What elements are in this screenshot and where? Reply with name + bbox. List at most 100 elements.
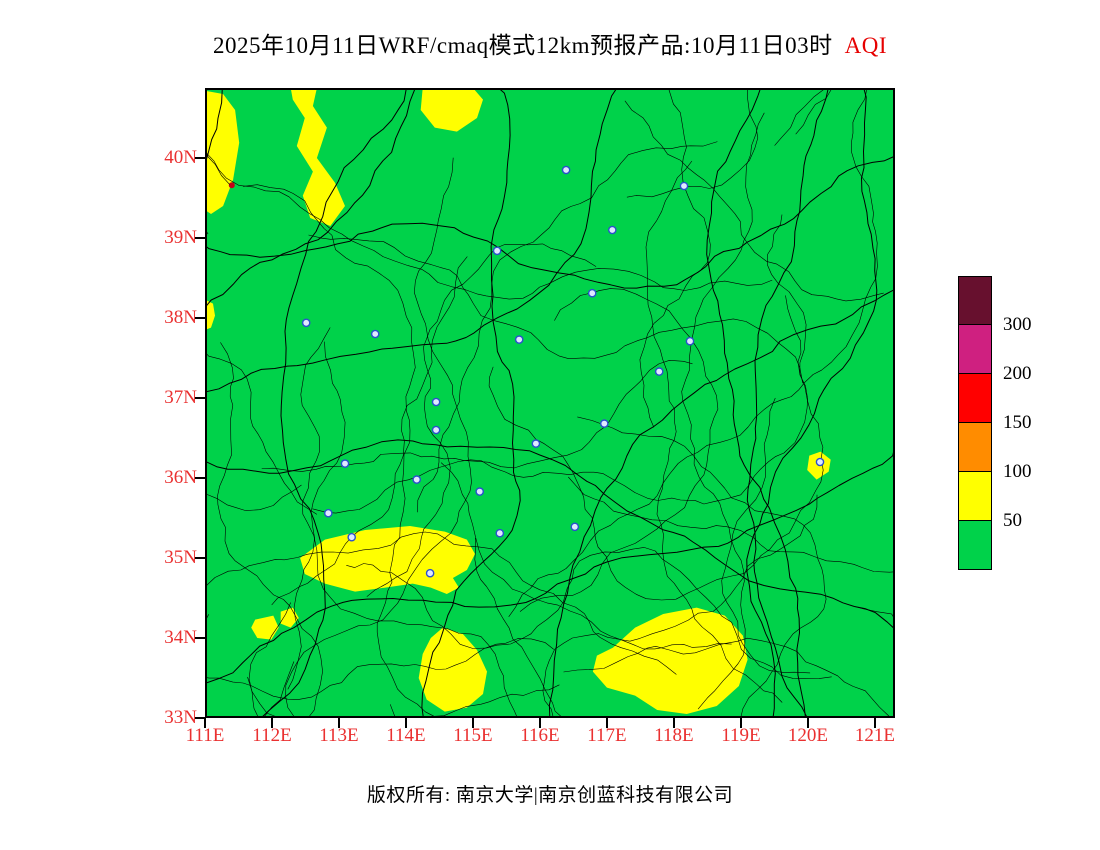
city-marker (492, 246, 502, 256)
boundary-line (508, 88, 878, 617)
lat-tick-mark (195, 317, 205, 319)
aqi-patch (290, 88, 345, 226)
boundary-line (205, 149, 230, 185)
boundary-line (721, 397, 811, 674)
lon-tick-label: 113E (319, 725, 359, 746)
lat-tick-mark (195, 557, 205, 559)
city-marker (340, 459, 350, 468)
city-marker (685, 336, 695, 346)
boundary-line (205, 352, 318, 515)
city-marker (412, 475, 421, 484)
city-marker (431, 397, 441, 407)
city-marker (815, 457, 825, 467)
boundary-line (440, 462, 732, 650)
lat-tick-label: 34N (164, 627, 197, 648)
city-marker (654, 367, 664, 376)
boundary-line (417, 141, 718, 513)
boundary-line (205, 445, 895, 684)
lat-tick-mark (195, 157, 205, 159)
city-marker (495, 528, 505, 538)
aqi-colorbar: 300 200 150 100 50 (958, 276, 1032, 570)
boundary-line (421, 88, 521, 718)
lon-tick-label: 111E (185, 725, 225, 746)
lon-tick-mark (270, 718, 273, 728)
boundary-line (205, 88, 618, 393)
lat-tick-label: 39N (164, 227, 197, 248)
city-marker (599, 419, 609, 428)
lat-tick-mark (195, 717, 205, 719)
lon-tick-label: 121E (854, 725, 895, 746)
aqi-patch (251, 615, 279, 640)
boundary-line (488, 295, 824, 601)
lon-tick-label: 112E (252, 725, 292, 746)
boundary-line (645, 160, 783, 703)
lat-tick-mark (195, 477, 205, 479)
lon-tick-mark (471, 718, 474, 728)
copyright-text: 版权所有: 南京大学|南京创蓝科技有限公司 (366, 785, 734, 806)
boundary-line (205, 531, 677, 675)
legend-threshold-label: 50 (1003, 510, 1022, 531)
lon-tick-mark (605, 718, 608, 728)
lat-tick-mark (195, 637, 205, 639)
legend-color-cell (958, 325, 992, 374)
city-marker (431, 425, 441, 435)
boundary-line (706, 88, 806, 718)
boundary-line (624, 100, 884, 302)
boundary-line (217, 342, 323, 718)
city-marker (347, 532, 356, 542)
boundary-line (205, 155, 895, 289)
lon-tick-mark (538, 718, 541, 728)
boundary-line (519, 288, 719, 612)
lat-tick-label: 33N (164, 707, 197, 728)
lon-tick-mark (873, 718, 876, 728)
boundary-line (474, 538, 563, 718)
lon-tick-label: 119E (721, 725, 761, 746)
city-marker (679, 181, 689, 191)
city-marker (607, 225, 617, 235)
lat-tick-mark (195, 397, 205, 399)
title-pollutant-label: AQI (844, 33, 887, 58)
boundary-line (205, 88, 416, 308)
city-marker (370, 329, 380, 339)
lat-tick-label: 40N (164, 147, 197, 168)
lat-tick-label: 37N (164, 387, 197, 408)
boundary-line (271, 256, 468, 606)
legend-threshold-label: 300 (1003, 314, 1032, 335)
city-marker (475, 487, 485, 496)
legend-color-cell (958, 521, 992, 570)
map-border (205, 88, 895, 718)
title-main: 2025年10月11日WRF/cmaq模式12km预报产品:10月11日03时 (212, 33, 833, 58)
boundary-line (568, 476, 895, 573)
aqi-spot (228, 182, 235, 189)
lat-tick-label: 38N (164, 307, 197, 328)
legend-threshold-label: 100 (1003, 461, 1032, 482)
boundary-line (205, 638, 554, 700)
city-marker (531, 439, 541, 448)
lat-tick-label: 36N (164, 467, 197, 488)
boundary-line (366, 243, 597, 597)
legend-threshold-label: 200 (1003, 363, 1032, 384)
lon-tick-mark (337, 718, 340, 728)
lon-tick-label: 120E (787, 725, 828, 746)
city-marker (570, 522, 580, 532)
boundary-line (746, 88, 829, 718)
boundary-line (548, 288, 895, 718)
boundary-line (854, 606, 895, 621)
lon-tick-label: 117E (587, 725, 627, 746)
boundary-line (247, 676, 259, 718)
lon-tick-label: 115E (453, 725, 493, 746)
boundary-line (577, 416, 827, 718)
lon-tick-label: 116E (520, 725, 560, 746)
boundary-line (308, 234, 803, 384)
boundary-line (205, 484, 302, 511)
forecast-map (205, 88, 895, 718)
boundary-line (681, 112, 765, 710)
boundary-line (248, 602, 291, 718)
boundary-line (260, 88, 407, 718)
boundary-line (312, 214, 808, 514)
lon-tick-mark (204, 718, 206, 728)
lon-tick-label: 118E (654, 725, 694, 746)
city-marker (587, 288, 597, 298)
aqi-patch (592, 607, 748, 714)
